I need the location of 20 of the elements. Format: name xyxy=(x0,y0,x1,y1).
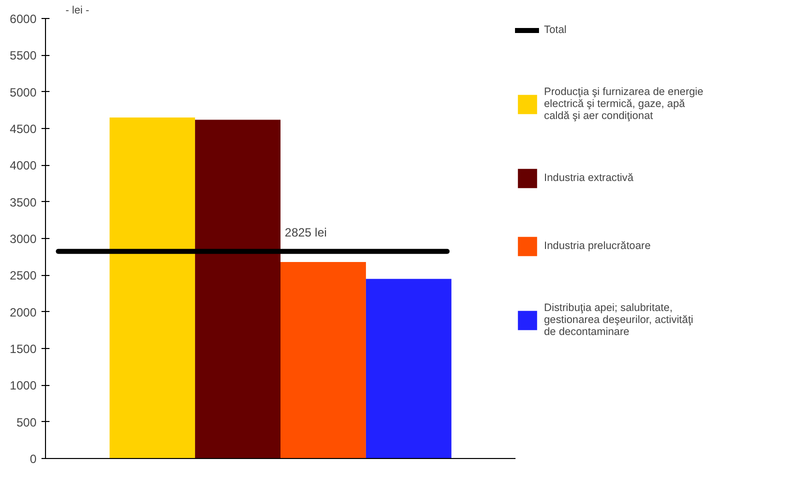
y-tick-label: 2000 xyxy=(10,305,37,320)
legend-label: Industria extractivă xyxy=(544,172,634,184)
y-tick-label: 500 xyxy=(16,415,37,430)
annotation: 2825 lei xyxy=(284,225,327,240)
y-tick-label: 2500 xyxy=(10,268,37,283)
y-tick-label: 4000 xyxy=(10,158,37,173)
legend-label: Industria prelucrătoare xyxy=(544,240,651,252)
y-tick-label: 3500 xyxy=(10,195,37,210)
legend-label: Producţia şi furnizarea de energie electrică şi termică, gaze, apă caldă şi aer condiţionat xyxy=(544,86,704,122)
y-tick-label: 5000 xyxy=(10,85,37,100)
y-axis-title: - lei - xyxy=(66,4,90,16)
y-tick-label: 1000 xyxy=(10,378,37,393)
y-tick-label: 1500 xyxy=(10,342,37,356)
y-tick-label: 5500 xyxy=(10,48,37,63)
legend-label: Distribuţia apei; salubritate, gestionarea deşeurilor, activităţi de decontaminare xyxy=(544,302,694,338)
y-tick-label: 3000 xyxy=(10,232,37,246)
legend-label: Total xyxy=(544,24,567,36)
y-tick-label: 0 xyxy=(30,452,37,466)
y-tick-label: 6000 xyxy=(10,12,37,26)
y-tick-label: 4500 xyxy=(10,122,37,136)
